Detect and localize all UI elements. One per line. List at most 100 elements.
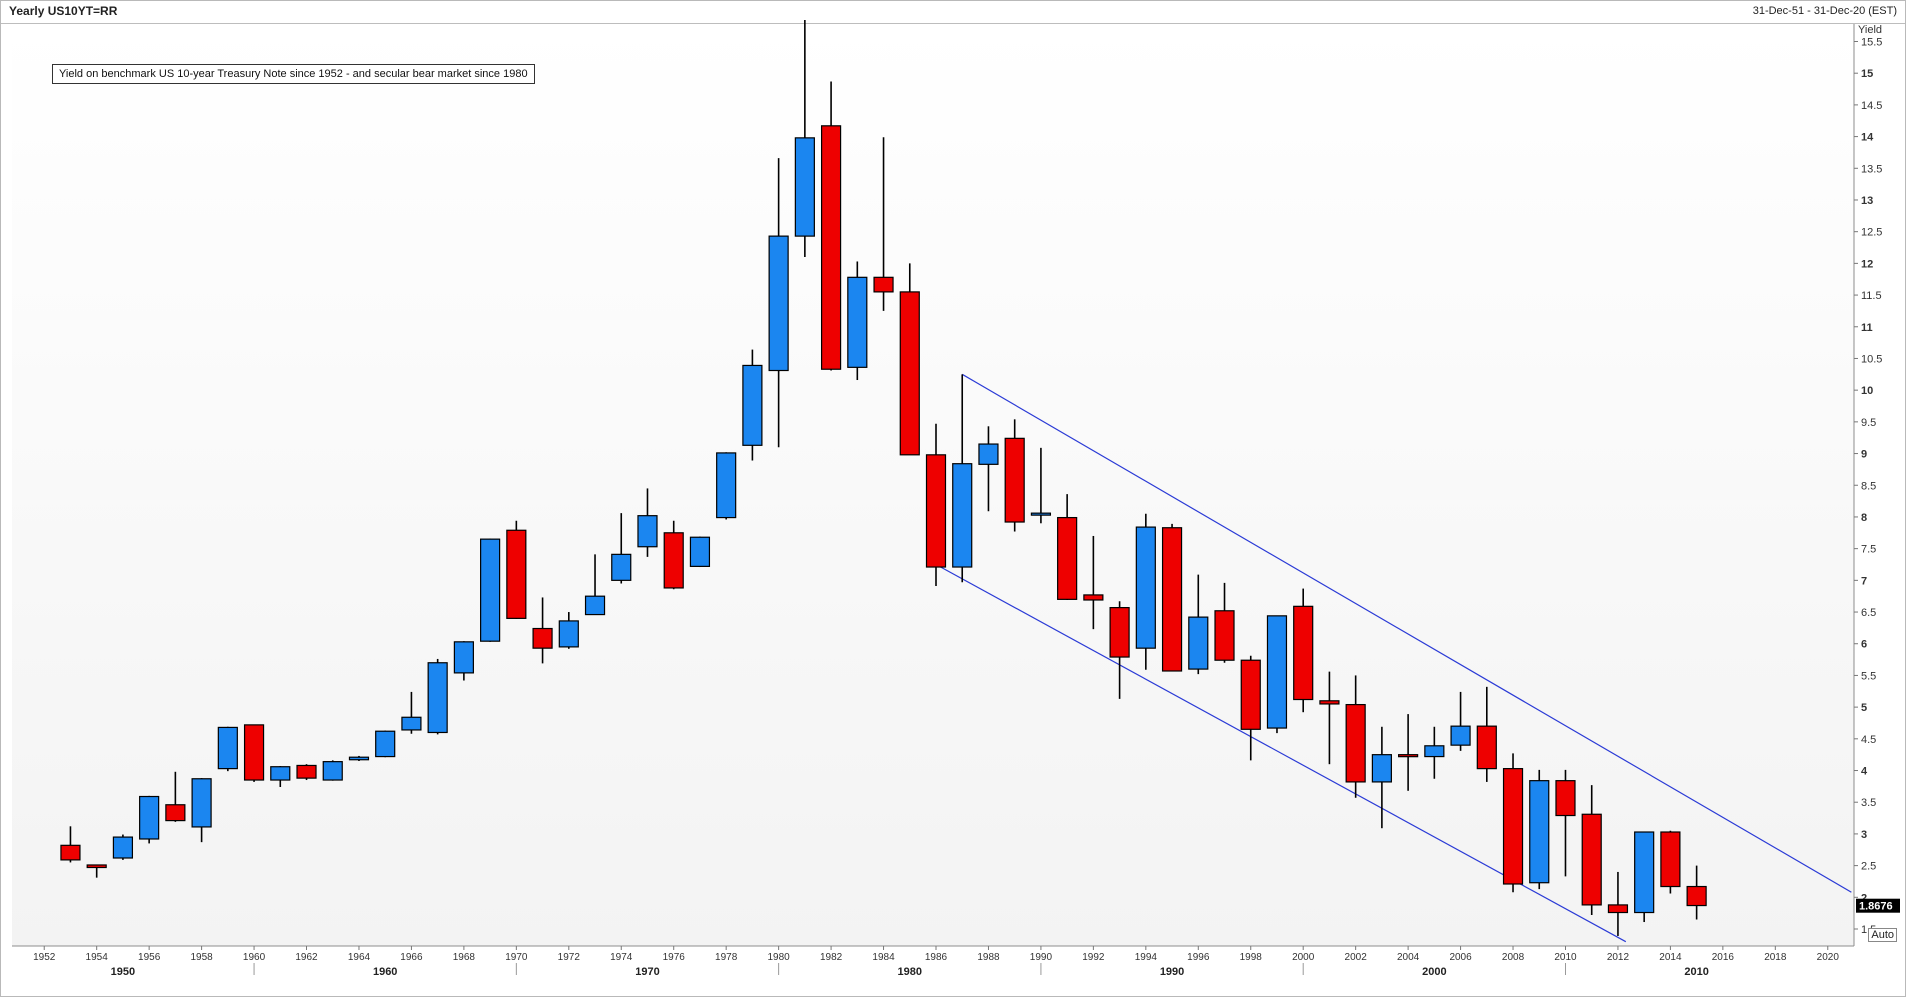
candle-body (296, 764, 317, 779)
candle-2010[interactable] (1555, 769, 1576, 877)
candle-body (401, 716, 422, 731)
candle-body (952, 463, 973, 568)
x-axis-ticks: 1952 1954 1956 1958 1960 1962 1964 1966 1968 1970… (33, 946, 1839, 963)
candle-2011[interactable] (1581, 785, 1602, 916)
candle-1986[interactable] (925, 423, 947, 587)
candle-1984[interactable] (873, 137, 894, 311)
candle-1969[interactable] (480, 538, 501, 642)
candle-1972[interactable] (558, 612, 579, 649)
auto-scale-button[interactable]: Auto (1868, 928, 1897, 942)
candle-1992[interactable] (1083, 535, 1104, 630)
candle-1990[interactable] (1030, 447, 1052, 524)
candle-1996[interactable] (1188, 574, 1209, 675)
candle-1955[interactable] (112, 834, 134, 860)
candle-2015[interactable] (1686, 865, 1707, 920)
candle-1962[interactable] (296, 764, 317, 781)
candle-1964[interactable] (348, 755, 370, 762)
candle-2006[interactable] (1450, 691, 1471, 751)
candle-body (191, 778, 212, 828)
candle-1998[interactable] (1240, 655, 1261, 761)
candle-1959[interactable] (217, 726, 238, 772)
candle-2000[interactable] (1293, 588, 1314, 713)
candle-1995[interactable] (1161, 523, 1183, 672)
candle-1987[interactable] (952, 374, 973, 583)
candle-1953[interactable] (60, 826, 81, 863)
candle-body (1660, 831, 1681, 888)
candle-1999[interactable] (1266, 615, 1288, 734)
decade-label: 2000 (1422, 966, 1446, 978)
x-tick-label: 1988 (977, 952, 1000, 963)
candle-2005[interactable] (1424, 726, 1445, 779)
y-tick-label: 2 (1861, 892, 1867, 904)
candle-1958[interactable] (191, 778, 212, 843)
x-tick-label: 1962 (295, 952, 318, 963)
candle-1967[interactable] (427, 658, 448, 735)
candle-1994[interactable] (1135, 513, 1156, 670)
candle-2014[interactable] (1660, 830, 1681, 894)
x-tick-label: 1970 (505, 952, 528, 963)
candle-1970[interactable] (506, 520, 527, 620)
candle-1981[interactable] (794, 19, 815, 258)
candle-1997[interactable] (1214, 582, 1235, 663)
candle-body (925, 454, 947, 568)
candle-1960[interactable] (243, 724, 265, 782)
candle-body (1502, 768, 1524, 885)
decade-label: 1960 (373, 966, 397, 978)
candle-1973[interactable] (584, 554, 606, 616)
candle-1957[interactable] (165, 771, 186, 822)
candle-1978[interactable] (716, 452, 737, 520)
candle-1965[interactable] (375, 730, 396, 758)
candle-1974[interactable] (611, 513, 632, 584)
candle-1980[interactable] (768, 158, 789, 448)
candle-1988[interactable] (978, 426, 999, 512)
candle-1977[interactable] (689, 536, 711, 568)
candle-1954[interactable] (86, 864, 107, 878)
candle-1982[interactable] (820, 81, 842, 371)
candle-1991[interactable] (1057, 494, 1078, 600)
candle-1983[interactable] (847, 261, 868, 381)
candle-1963[interactable] (322, 760, 343, 781)
candle-body (1240, 659, 1261, 730)
chart-annotation: Yield on benchmark US 10-year Treasury N… (52, 64, 535, 84)
x-tick-label: 1984 (872, 952, 895, 963)
candle-2002[interactable] (1345, 675, 1366, 798)
candle-2004[interactable] (1398, 714, 1419, 791)
candle-1966[interactable] (401, 691, 422, 734)
candle-1975[interactable] (637, 488, 658, 557)
candle-body (270, 766, 291, 781)
candle-2007[interactable] (1476, 686, 1497, 782)
candle-body (453, 641, 474, 674)
candle-1993[interactable] (1109, 601, 1130, 699)
candle-2012[interactable] (1607, 871, 1629, 936)
y-tick-label: 2.5 (1861, 861, 1876, 873)
candle-1956[interactable] (139, 795, 160, 844)
x-tick-label: 2014 (1659, 952, 1682, 963)
candle-body (139, 795, 160, 840)
y-tick-label: 5 (1861, 702, 1867, 714)
candle-body (375, 730, 396, 758)
candle-body (1424, 745, 1445, 758)
candle-2008[interactable] (1502, 753, 1524, 893)
candle-body (742, 364, 763, 446)
candle-body (1345, 703, 1366, 783)
candle-1976[interactable] (663, 520, 684, 590)
candle-2013[interactable] (1634, 831, 1655, 923)
candle-2003[interactable] (1371, 726, 1392, 829)
candle-1968[interactable] (453, 641, 474, 681)
x-tick-label: 1998 (1240, 952, 1263, 963)
candle-body (1135, 526, 1156, 649)
candle-1989[interactable] (1004, 419, 1025, 532)
candle-2009[interactable] (1529, 769, 1550, 890)
candle-2001[interactable] (1319, 671, 1340, 765)
candle-body (847, 276, 868, 368)
candle-1979[interactable] (742, 349, 763, 461)
candle-1971[interactable] (532, 597, 553, 664)
candle-body (1004, 437, 1025, 523)
candle-1961[interactable] (270, 766, 291, 787)
candle-body (899, 291, 920, 456)
candle-1985[interactable] (899, 263, 920, 456)
x-tick-label: 1972 (558, 952, 581, 963)
y-axis-title: Yield (1858, 24, 1882, 36)
candle-body (1555, 780, 1576, 817)
